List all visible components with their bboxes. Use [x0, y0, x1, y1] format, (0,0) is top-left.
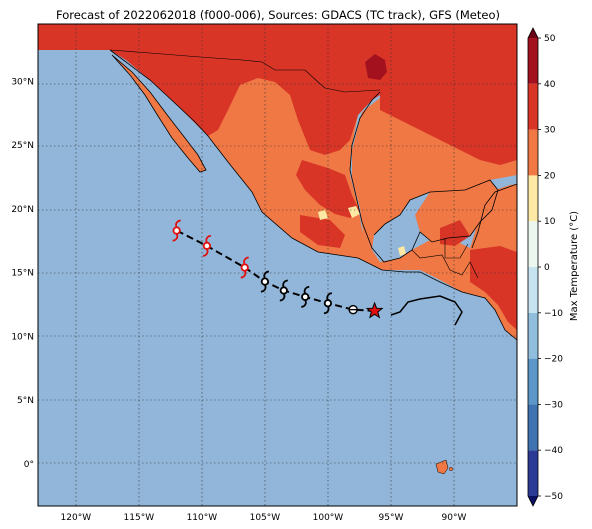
hot-region-guerrero [300, 215, 345, 248]
land-central-america [405, 184, 517, 340]
lat-label: 5°N [17, 396, 34, 406]
colorbar-label: Max Temperature (°C) [569, 211, 580, 321]
colorbar-segment [528, 175, 538, 222]
land-baja [112, 55, 206, 172]
tropical-storm-icon [301, 285, 310, 308]
colorbar-tick-label: 0 [544, 263, 550, 273]
tropical-depression-icon [348, 304, 358, 315]
cool-patch-2 [398, 246, 406, 256]
lat-label: 15°N [11, 269, 34, 279]
colorbar-extend-max [528, 28, 538, 38]
colorbar-tick-label: −10 [544, 309, 563, 319]
map-frame [37, 23, 518, 507]
colorbar-segment [528, 38, 538, 84]
colorbar-tick-label: −40 [544, 446, 563, 456]
hurricane-icon [240, 256, 249, 279]
colorbar-tick-label: 30 [544, 126, 556, 136]
lon-label: 90°W [442, 513, 467, 523]
hot-region-central-america [470, 246, 517, 330]
map-area [38, 24, 517, 506]
hot-region-north [38, 24, 517, 165]
colorbar-tick-label: −30 [544, 400, 563, 410]
past-track-line [390, 295, 463, 326]
colorbar-extend-min [528, 496, 538, 506]
colorbar-segment [528, 404, 538, 451]
border-usa-mexico [109, 49, 381, 93]
cool-patch-3 [318, 210, 328, 220]
cyclone-track [172, 219, 463, 326]
lat-label: 30°N [11, 77, 34, 87]
colorbar-segment [528, 129, 538, 176]
colorbar-tick-label: −20 [544, 355, 563, 365]
lon-label: 105°W [250, 513, 281, 523]
galapagos-islet [449, 467, 454, 472]
hurricane-icon [172, 219, 181, 242]
colorbar-segment [528, 358, 538, 405]
lat-label: 20°N [11, 205, 34, 215]
lat-label: 25°N [11, 141, 34, 151]
lon-label: 115°W [124, 513, 155, 523]
hottest-region [365, 54, 387, 80]
coastline-baja [111, 54, 207, 173]
coastline-pacific [109, 49, 517, 341]
colorbar-tick-label: 10 [544, 217, 556, 227]
colorbar-tick-label: 40 [544, 80, 556, 90]
border-central-america [411, 238, 479, 279]
star-icon [365, 301, 384, 319]
tropical-storm-icon [323, 292, 333, 315]
hot-region-yucatan [440, 220, 470, 246]
axis-labels: 120°W 115°W 110°W 105°W 100°W 95°W 90°W 30°N 25°… [11, 77, 466, 523]
galapagos-islands [435, 459, 449, 475]
map-title: Forecast of 2022062018 (f000-006), Sourc… [56, 8, 500, 22]
graticule [38, 24, 517, 506]
tropical-storm-icon [279, 279, 288, 302]
lon-label: 100°W [313, 513, 344, 523]
colorbar-tick-label: 20 [544, 171, 556, 181]
colorbar-segment [528, 83, 538, 130]
colorbar-segment [528, 267, 538, 313]
colorbar-segment [528, 450, 538, 496]
colorbar: 50 40 30 20 10 0 −10 −20 −30 −40 −50 [527, 27, 563, 507]
coastline-gulf [349, 91, 517, 263]
colorbar-tick-label: −50 [544, 492, 563, 502]
lon-label: 95°W [379, 513, 404, 523]
lat-label: 0° [24, 460, 34, 470]
lat-label: 10°N [11, 332, 34, 342]
tropical-storm-icon [260, 270, 269, 293]
cool-patch-1 [348, 206, 360, 218]
hurricane-icon [202, 234, 212, 257]
lon-label: 110°W [187, 513, 218, 523]
colorbar-segment [528, 312, 538, 359]
lon-label: 120°W [61, 513, 92, 523]
land-yucatan [415, 180, 498, 242]
colorbar-segment [528, 221, 538, 267]
colorbar-tick-label: 50 [544, 34, 556, 44]
